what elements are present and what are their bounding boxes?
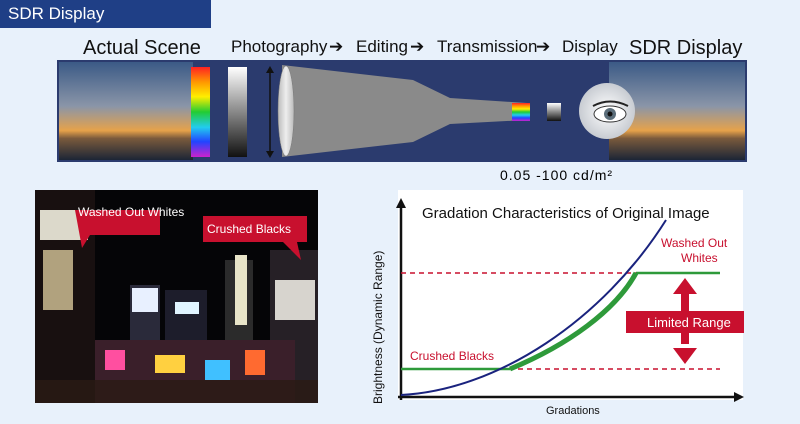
grayscale-bar	[228, 67, 247, 157]
pipeline-diagram	[57, 60, 747, 162]
y-axis-label: Brightness (Dynamic Range)	[371, 251, 385, 404]
mini-spectrum	[512, 103, 530, 121]
x-axis-label: Gradations	[546, 405, 600, 416]
sdr-display-title: SDR Display	[629, 37, 743, 59]
washed-out-line-2: Whites	[681, 251, 718, 265]
step-display: Display	[562, 37, 618, 56]
limited-range-box	[626, 311, 744, 333]
mini-grayscale	[547, 103, 561, 121]
crushed-label: Crushed Blacks	[410, 349, 494, 363]
range-up-arrow	[673, 278, 697, 294]
callout-blacks-text: Crushed Blacks	[207, 222, 291, 236]
range-down-arrow	[673, 348, 697, 364]
color-spectrum-bar	[191, 67, 210, 157]
arrow-icon: ➔	[536, 37, 551, 56]
washed-out-label: Washed Out Whites	[661, 236, 731, 265]
gradation-curve	[400, 219, 667, 396]
limited-range-label: Limited Range	[647, 315, 731, 330]
luminance-range: 0.05 -100 cd/m²	[500, 167, 614, 183]
graph-title: Gradation Characteristics of Original Im…	[422, 205, 710, 222]
callout-blacks	[203, 216, 307, 260]
step-editing: Editing	[356, 37, 408, 56]
callout-whites-text: Washed Out Whites	[78, 205, 184, 219]
step-photography: Photography	[231, 37, 328, 56]
callout-whites	[75, 210, 160, 248]
arrow-icon: ➔	[329, 37, 344, 56]
scene-image	[59, 62, 193, 160]
city-night-photo: Washed Out Whites Crushed Blacks	[35, 190, 318, 403]
section-tag: SDR Display	[0, 0, 211, 28]
washed-out-line-1: Washed Out	[661, 236, 728, 250]
clipped-curve	[509, 271, 639, 372]
arrow-icon: ➔	[410, 37, 425, 56]
gradation-graph: Gradation Characteristics of Original Im…	[371, 190, 744, 416]
step-transmission: Transmission	[437, 37, 538, 56]
actual-scene-title: Actual Scene	[83, 37, 201, 59]
